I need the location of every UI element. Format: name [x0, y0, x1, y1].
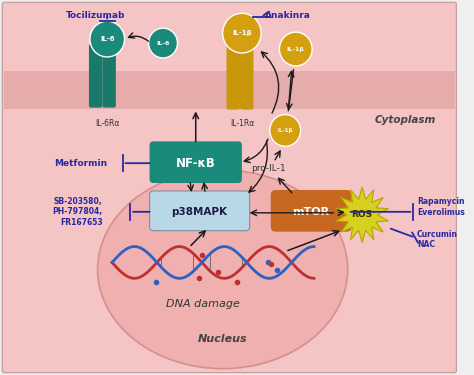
FancyBboxPatch shape: [89, 44, 102, 108]
FancyBboxPatch shape: [271, 190, 352, 232]
Text: Anakinra: Anakinra: [265, 11, 311, 20]
Text: IL-1β: IL-1β: [287, 46, 305, 51]
Text: ROS: ROS: [352, 210, 373, 219]
Ellipse shape: [98, 170, 348, 369]
Bar: [4, 71, 455, 109]
Text: mTOR: mTOR: [292, 207, 330, 217]
Circle shape: [223, 13, 261, 53]
FancyBboxPatch shape: [150, 191, 250, 231]
FancyBboxPatch shape: [150, 141, 242, 183]
Text: Cytoplasm: Cytoplasm: [375, 116, 436, 126]
Text: IL-1Rα: IL-1Rα: [230, 118, 254, 128]
Text: IL-1β: IL-1β: [277, 128, 293, 133]
Text: Nucleus: Nucleus: [198, 334, 247, 344]
Text: Rapamycin
Everolimus: Rapamycin Everolimus: [417, 197, 465, 216]
Circle shape: [148, 28, 177, 58]
FancyBboxPatch shape: [227, 41, 240, 110]
Text: IL-6: IL-6: [100, 36, 114, 42]
Text: SB-203580,
PH-797804,
FR167653: SB-203580, PH-797804, FR167653: [52, 197, 102, 227]
Circle shape: [280, 32, 312, 66]
Circle shape: [270, 114, 301, 146]
Text: Metformin: Metformin: [54, 159, 107, 168]
Text: IL-1β: IL-1β: [232, 30, 252, 36]
FancyBboxPatch shape: [2, 2, 456, 373]
Text: IL-6Rα: IL-6Rα: [95, 118, 119, 128]
FancyBboxPatch shape: [102, 44, 116, 108]
Text: p38MAPK: p38MAPK: [172, 207, 228, 217]
Text: Curcumin
NAC: Curcumin NAC: [417, 230, 458, 249]
Text: pro-IL-1: pro-IL-1: [252, 164, 286, 172]
Text: NF-κB: NF-κB: [176, 157, 216, 170]
Text: Tocilizumab: Tocilizumab: [66, 11, 125, 20]
Circle shape: [90, 21, 125, 57]
Text: DNA damage: DNA damage: [166, 299, 240, 309]
Text: IL-6: IL-6: [156, 40, 170, 46]
Polygon shape: [336, 187, 388, 243]
FancyBboxPatch shape: [240, 41, 254, 110]
